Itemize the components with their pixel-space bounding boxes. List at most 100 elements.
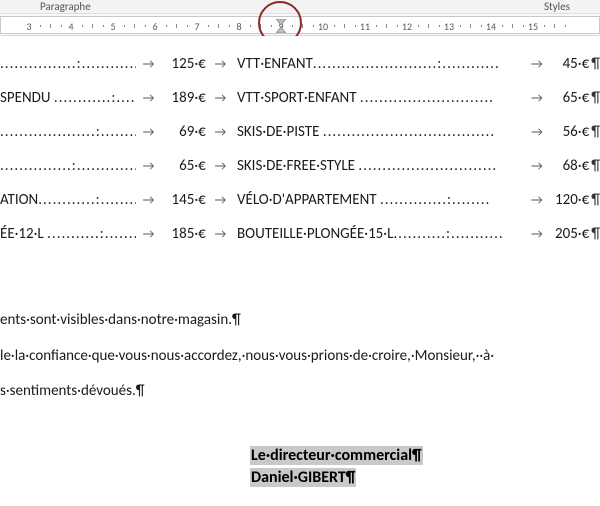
left-price: 189·€ bbox=[161, 88, 208, 109]
ruler-minor-tick bbox=[302, 24, 303, 28]
left-item: ...............:..................... bbox=[0, 156, 136, 177]
ruler-minor-tick bbox=[460, 25, 461, 27]
right-price: 65·€¶ bbox=[550, 88, 600, 109]
right-item: BOUTEILLE·PLONGÉE·15·L...........:......… bbox=[233, 224, 524, 245]
left-price: 125·€ bbox=[161, 54, 208, 75]
ruler-number: 4 bbox=[68, 20, 73, 33]
ruler-minor-tick bbox=[208, 25, 209, 27]
ruler-minor-tick bbox=[145, 25, 146, 27]
body-text: ents·sont·visibles·dans·notre·magasin.¶ … bbox=[0, 308, 600, 405]
tab-arrow-icon: → bbox=[208, 158, 233, 176]
left-item: ÉE·12·L ...........:........... bbox=[0, 224, 136, 245]
price-list: ................:...............→125·€→V… bbox=[0, 54, 600, 258]
ruler-minor-tick bbox=[61, 25, 62, 27]
right-item: VTT·ENFANT..........................:...… bbox=[233, 54, 524, 75]
ruler-minor-tick bbox=[187, 25, 188, 27]
tab-arrow-icon: → bbox=[136, 56, 161, 74]
tab-arrow-icon: → bbox=[208, 226, 233, 244]
signature-line-1: Le·directeur·commercial¶ bbox=[250, 446, 423, 465]
price-row: ÉE·12·L ...........:...........→185·€→BO… bbox=[0, 224, 600, 258]
right-item: VÉLO·D'APPARTEMENT ..............:......… bbox=[233, 190, 524, 211]
ribbon-styles-label: Styles bbox=[544, 0, 570, 13]
ruler-number: 13 bbox=[444, 20, 454, 33]
right-item: VTT·SPORT·ENFANT .......................… bbox=[233, 88, 524, 109]
left-price: 185·€ bbox=[161, 224, 208, 245]
tab-arrow-icon: → bbox=[524, 56, 549, 74]
price-row: ATION............:...........→145·€→VÉLO… bbox=[0, 190, 600, 224]
left-price: 69·€ bbox=[161, 122, 208, 143]
ruler-number: 5 bbox=[110, 20, 115, 33]
horizontal-ruler[interactable]: 3456789101112131415 bbox=[0, 14, 600, 36]
ruler-number: 3 bbox=[26, 20, 31, 33]
tab-arrow-icon: → bbox=[524, 226, 549, 244]
ruler-minor-tick bbox=[355, 25, 356, 27]
right-price: 45·€¶ bbox=[550, 54, 600, 75]
ruler-minor-tick bbox=[250, 25, 251, 27]
price-row: SPENDU ............:...........→189·€→VT… bbox=[0, 88, 600, 122]
ruler-minor-tick bbox=[439, 25, 440, 27]
indent-marker-icon[interactable] bbox=[276, 19, 286, 31]
tab-arrow-icon: → bbox=[524, 192, 549, 210]
ruler-minor-tick bbox=[470, 24, 471, 28]
ruler-minor-tick bbox=[124, 25, 125, 27]
ruler-minor-tick bbox=[82, 25, 83, 27]
left-item: SPENDU ............:........... bbox=[0, 88, 136, 109]
ruler-minor-tick bbox=[50, 24, 51, 28]
ruler-minor-tick bbox=[40, 25, 41, 27]
tab-arrow-icon: → bbox=[136, 158, 161, 176]
ruler-minor-tick bbox=[544, 25, 545, 27]
ruler-minor-tick bbox=[376, 25, 377, 27]
ruler-minor-tick bbox=[554, 24, 555, 28]
ruler-minor-tick bbox=[397, 25, 398, 27]
right-price: 205·€¶ bbox=[550, 224, 600, 245]
ruler-minor-tick bbox=[386, 24, 387, 28]
left-item: ....................:............... bbox=[0, 122, 136, 143]
left-item: ................:............... bbox=[0, 54, 136, 75]
tab-arrow-icon: → bbox=[524, 90, 549, 108]
ruler-minor-tick bbox=[218, 24, 219, 28]
ruler-minor-tick bbox=[166, 25, 167, 27]
tab-arrow-icon: → bbox=[208, 124, 233, 142]
left-item: ATION............:........... bbox=[0, 190, 136, 211]
tab-arrow-icon: → bbox=[136, 192, 161, 210]
tab-arrow-icon: → bbox=[208, 56, 233, 74]
body-line-3: s·sentiments·dévoués.¶ bbox=[0, 379, 600, 405]
ruler-minor-tick bbox=[176, 24, 177, 28]
ruler-minor-tick bbox=[502, 25, 503, 27]
ruler-number: 8 bbox=[236, 20, 241, 33]
body-line-1: ents·sont·visibles·dans·notre·magasin.¶ bbox=[0, 308, 600, 334]
ruler-minor-tick bbox=[92, 24, 93, 28]
ruler-minor-tick bbox=[523, 25, 524, 27]
tab-arrow-icon: → bbox=[524, 158, 549, 176]
ruler-minor-tick bbox=[481, 25, 482, 27]
ribbon-paragraph-label: Paragraphe bbox=[40, 0, 91, 13]
ruler-minor-tick bbox=[292, 25, 293, 27]
price-row: ...............:.....................→65… bbox=[0, 156, 600, 190]
ruler-minor-tick bbox=[134, 24, 135, 28]
ruler-number: 7 bbox=[194, 20, 199, 33]
tab-arrow-icon: → bbox=[136, 90, 161, 108]
ruler-number: 6 bbox=[152, 20, 157, 33]
ruler-minor-tick bbox=[313, 25, 314, 27]
ruler-minor-tick bbox=[260, 24, 261, 28]
signature-line-2: Daniel·GIBERT¶ bbox=[250, 468, 356, 487]
body-line-2: le·la·confiance·que·vous·nous·accordez,·… bbox=[0, 344, 600, 370]
left-price: 145·€ bbox=[161, 190, 208, 211]
right-price: 120·€¶ bbox=[550, 190, 600, 211]
ruler-number: 11 bbox=[360, 20, 370, 33]
ruler-number: 10 bbox=[318, 20, 328, 33]
tab-arrow-icon: → bbox=[208, 192, 233, 210]
ruler-minor-tick bbox=[512, 24, 513, 28]
right-price: 56·€¶ bbox=[550, 122, 600, 143]
left-price: 65·€ bbox=[161, 156, 208, 177]
right-price: 68·€¶ bbox=[550, 156, 600, 177]
ruler-minor-tick bbox=[103, 25, 104, 27]
tab-arrow-icon: → bbox=[136, 124, 161, 142]
ribbon-group-labels: Paragraphe Styles bbox=[0, 0, 600, 14]
signature-block: Le·directeur·commercial¶ Daniel·GIBERT¶ bbox=[250, 445, 600, 490]
ruler-number: 15 bbox=[528, 20, 538, 33]
price-row: ....................:...............→69·… bbox=[0, 122, 600, 156]
right-item: SKIS·DE·PISTE ..........................… bbox=[233, 122, 524, 143]
right-item: SKIS·DE·FREE·STYLE .....................… bbox=[233, 156, 524, 177]
ruler-minor-tick bbox=[334, 25, 335, 27]
